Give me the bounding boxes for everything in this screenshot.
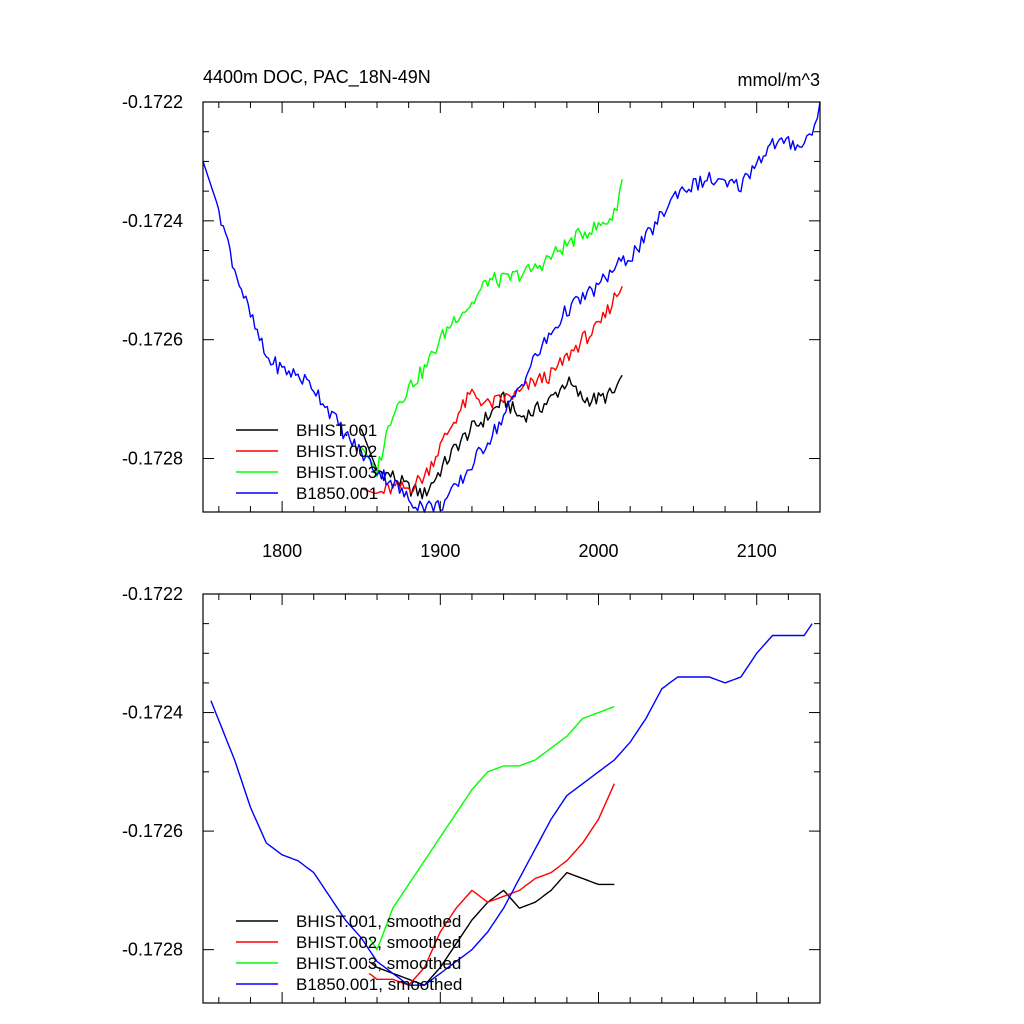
plot-frame [202,101,821,513]
series-line-bhist-001-smoothed [368,871,615,986]
series-line-bhist-003 [360,179,623,477]
y-tick-label: -0.1726 [122,330,183,350]
y-tick-label: -0.1722 [122,584,183,604]
units-label: mmol/m^3 [738,70,820,90]
x-tick-label: 1900 [420,541,460,561]
y-tick-label: -0.1724 [122,211,183,231]
legend-label: BHIST.002, smoothed [296,933,461,952]
series-line-b1850-001-smoothed [210,623,813,986]
series-line-bhist-002 [360,285,623,495]
bottom-panel: -0.1722 -0.1724 -0.1726 -0.1728 BHIST.001, … [122,584,821,1004]
y-tick-label: -0.1728 [122,940,183,960]
series-line-bhist-001 [360,374,623,500]
x-tick-label: 2000 [578,541,618,561]
legend: BHIST.001, smoothed BHIST.002, smoothed BH… [236,912,462,994]
x-tick-label: 1800 [262,541,302,561]
legend-label: BHIST.001, smoothed [296,912,461,931]
x-tick-label: 2100 [737,541,777,561]
y-tick-label: -0.1728 [122,449,183,469]
plot-frame [202,593,821,1004]
legend-label: B1850.001 [296,484,378,503]
chart-title: 4400m DOC, PAC_18N-49N [203,67,431,88]
series-line-b1850-001 [202,101,821,513]
legend-label: BHIST.003, smoothed [296,954,461,973]
legend: BHIST.001 BHIST.002 BHIST.003 B1850.001 [236,421,378,503]
top-panel: -0.1722 -0.1724 -0.1726 -0.1728 1800 1900 2000… [122,92,821,561]
y-tick-label: -0.1722 [122,92,183,112]
legend-label: B1850.001, smoothed [296,975,462,994]
legend-label: BHIST.001 [296,421,377,440]
legend-label: BHIST.002 [296,442,377,461]
series-line-bhist-003-smoothed [368,705,615,951]
y-tick-label: -0.1724 [122,703,183,723]
y-tick-label: -0.1726 [122,821,183,841]
legend-label: BHIST.003 [296,463,377,482]
